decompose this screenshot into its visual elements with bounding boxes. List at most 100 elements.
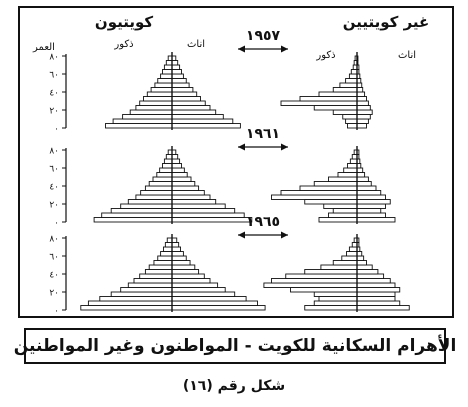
y-tick-label: ٨٠	[49, 53, 59, 63]
bar-male-kuwaiti	[156, 172, 173, 178]
bar-male-kuwaiti	[159, 167, 173, 173]
bar-female-kuwaiti	[171, 114, 224, 120]
year-label: ١٩٥٧	[246, 28, 281, 44]
bar-male-non_kuwaiti	[299, 96, 358, 102]
bar-male-non_kuwaiti	[323, 203, 358, 209]
bar-male-kuwaiti	[110, 208, 173, 214]
y-tick-label: ٦٠	[49, 165, 59, 175]
bar-female-non_kuwaiti	[356, 269, 379, 275]
bar-female-non_kuwaiti	[356, 100, 369, 106]
bar-female-non_kuwaiti	[356, 167, 364, 173]
bar-female-non_kuwaiti	[356, 190, 382, 196]
group-label-non-kuwaiti: غير كويتيين	[343, 13, 430, 31]
bar-male-kuwaiti	[165, 60, 173, 66]
bar-male-non_kuwaiti	[318, 296, 358, 302]
bar-male-kuwaiti	[101, 212, 173, 218]
chart-title: الأهرام السكانية للكويت - المواطنون وغير…	[13, 336, 457, 356]
bar-male-kuwaiti	[127, 199, 173, 205]
bar-male-non_kuwaiti	[348, 246, 358, 252]
bar-female-kuwaiti	[171, 260, 191, 266]
bar-female-kuwaiti	[171, 305, 266, 311]
bar-female-non_kuwaiti	[356, 105, 371, 111]
bar-female-kuwaiti	[171, 203, 226, 209]
bar-female-non_kuwaiti	[356, 82, 363, 88]
year-arrow-right-head	[281, 143, 288, 151]
y-tick-label: ٤٠	[49, 271, 59, 281]
bar-male-non_kuwaiti	[280, 190, 358, 196]
figure-label: شكل رقم (١٦)	[182, 378, 286, 394]
chart-frame	[18, 6, 454, 318]
bar-male-kuwaiti	[112, 118, 173, 124]
year-arrow-left-head	[238, 231, 245, 239]
bar-female-kuwaiti	[171, 190, 205, 196]
bar-female-non_kuwaiti	[356, 287, 401, 293]
bar-male-non_kuwaiti	[349, 158, 358, 164]
bar-male-kuwaiti	[162, 69, 173, 75]
y-tick-label: ٨٠	[49, 147, 59, 157]
bar-male-kuwaiti	[165, 154, 173, 160]
sex-label-female-non-kuwaiti: اناث	[398, 50, 416, 61]
year-arrow-right-head	[281, 231, 288, 239]
bar-female-non_kuwaiti	[356, 208, 382, 214]
y-tick-label: ٢٠	[49, 201, 59, 211]
bar-female-non_kuwaiti	[356, 91, 366, 97]
bar-male-non_kuwaiti	[318, 217, 358, 223]
bar-female-kuwaiti	[171, 73, 184, 79]
bar-male-non_kuwaiti	[351, 242, 358, 248]
bar-male-kuwaiti	[154, 82, 173, 88]
bar-male-non_kuwaiti	[280, 100, 358, 106]
bar-male-non_kuwaiti	[313, 291, 358, 297]
bar-male-kuwaiti	[120, 203, 173, 209]
bar-female-non_kuwaiti	[356, 255, 365, 261]
bar-female-non_kuwaiti	[356, 118, 369, 124]
bar-female-kuwaiti	[171, 242, 180, 248]
bar-female-kuwaiti	[171, 109, 217, 115]
bar-male-kuwaiti	[80, 305, 173, 311]
bar-female-non_kuwaiti	[356, 185, 377, 191]
bar-male-non_kuwaiti	[304, 199, 358, 205]
bar-female-non_kuwaiti	[356, 296, 396, 302]
bar-female-kuwaiti	[171, 167, 185, 173]
y-tick-label: ٦٠	[49, 253, 59, 263]
bar-male-kuwaiti	[127, 282, 173, 288]
bar-male-kuwaiti	[166, 237, 173, 243]
bar-male-kuwaiti	[93, 217, 173, 223]
bar-female-kuwaiti	[171, 199, 217, 205]
bar-female-kuwaiti	[171, 91, 198, 97]
bar-male-non_kuwaiti	[348, 73, 358, 79]
bar-male-kuwaiti	[139, 100, 173, 106]
bar-male-non_kuwaiti	[342, 114, 358, 120]
bar-male-kuwaiti	[163, 64, 173, 70]
bar-male-kuwaiti	[135, 105, 173, 111]
bar-male-non_kuwaiti	[313, 181, 358, 187]
bar-female-kuwaiti	[171, 163, 182, 169]
bar-female-kuwaiti	[171, 296, 247, 302]
bar-female-kuwaiti	[171, 181, 196, 187]
bar-female-kuwaiti	[171, 291, 236, 297]
bar-female-non_kuwaiti	[356, 176, 369, 182]
bar-female-non_kuwaiti	[356, 291, 396, 297]
bar-male-kuwaiti	[162, 246, 173, 252]
bar-female-kuwaiti	[171, 278, 211, 284]
y-tick-label: ٠	[54, 125, 59, 135]
bar-female-kuwaiti	[171, 105, 211, 111]
bar-male-kuwaiti	[148, 181, 173, 187]
bar-male-kuwaiti	[148, 264, 173, 270]
bar-male-kuwaiti	[162, 163, 173, 169]
bar-female-kuwaiti	[171, 208, 236, 214]
bar-male-kuwaiti	[152, 176, 173, 182]
year-label: ١٩٦٥	[246, 214, 280, 230]
bar-male-non_kuwaiti	[339, 82, 358, 88]
bar-male-non_kuwaiti	[347, 123, 358, 129]
bar-female-non_kuwaiti	[356, 305, 410, 311]
bar-female-kuwaiti	[171, 78, 187, 84]
bar-male-non_kuwaiti	[343, 167, 358, 173]
bar-male-non_kuwaiti	[332, 208, 358, 214]
bar-male-non_kuwaiti	[304, 269, 358, 275]
bar-female-non_kuwaiti	[356, 278, 391, 284]
bar-female-kuwaiti	[171, 217, 253, 223]
bar-female-kuwaiti	[171, 194, 211, 200]
bar-male-non_kuwaiti	[313, 300, 358, 306]
bar-female-non_kuwaiti	[356, 114, 371, 120]
